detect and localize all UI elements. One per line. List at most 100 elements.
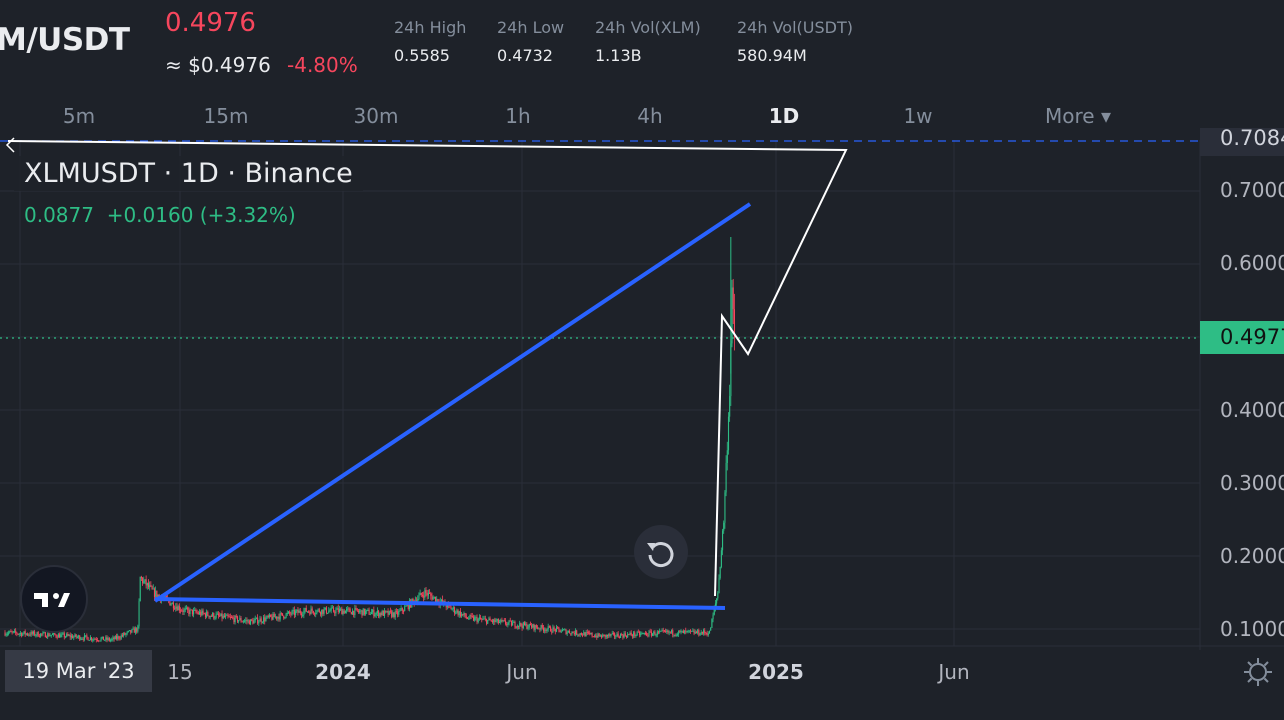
candle [38,633,40,638]
candle [392,610,394,618]
candle-body [655,634,657,636]
candle-body [380,612,382,616]
candle-body [249,619,252,625]
candle-body [347,608,349,610]
candle-body [649,631,651,633]
candle-body [172,602,175,609]
candle [635,634,637,638]
candle-body [584,632,586,637]
candle [688,630,690,633]
candle [567,630,569,633]
candle [336,606,338,610]
candle [120,633,122,640]
candle [726,441,728,471]
candle [198,609,201,615]
candle-body [565,629,567,635]
candle [35,633,37,638]
candle [335,607,337,617]
candle-body [271,616,273,620]
candle [150,581,152,588]
candle [209,615,211,620]
candle-body [197,612,199,614]
candle-body [663,630,666,632]
candle [129,630,131,632]
candle-body [125,633,127,635]
candle-body [223,615,225,618]
candle [342,608,344,616]
candle-body [171,602,173,605]
candle-body [366,609,368,612]
candle-body [304,607,306,611]
candle [508,619,510,626]
candle-body [653,631,655,634]
candle-body [305,607,307,612]
candle [155,586,157,599]
candle [500,618,502,625]
candle-body [27,633,29,635]
timeframe-15m[interactable]: 15m [203,104,249,128]
candle [327,612,329,614]
drawing-path[interactable] [7,140,848,597]
candle [528,623,530,630]
candle [226,613,228,616]
candle-body [514,621,516,628]
candle [582,633,584,638]
timeframe-5m[interactable]: 5m [62,104,96,128]
candle [263,615,265,625]
tradingview-logo[interactable] [20,565,88,633]
pair-title[interactable]: M/USDT [0,22,130,58]
candle [235,614,237,619]
candle [25,633,27,636]
candle-body [41,633,43,635]
candle-body [391,611,393,617]
timeframe-4h[interactable]: 4h [637,104,663,128]
candle [606,634,609,639]
candle-body [557,627,559,629]
candle [686,630,688,634]
candle-body [433,596,435,598]
candle [669,631,671,634]
timeframe-1h[interactable]: 1h [505,104,531,128]
candle [273,612,275,618]
candle [207,610,209,617]
candle-body [248,620,250,625]
candle-body [379,612,381,617]
candle [602,633,604,638]
candle [475,615,477,621]
candle [393,612,395,619]
candle-body [191,609,193,615]
trendline-lower[interactable] [154,597,726,610]
candle-body [142,578,144,583]
candle [502,619,504,623]
candle [369,611,371,616]
candle-body [346,609,348,611]
candle [68,633,70,637]
candle-body [729,396,731,417]
candle [566,630,568,637]
candle [663,629,666,633]
candle [643,632,645,636]
trendline-upper[interactable] [153,202,752,603]
candle-body [495,620,497,622]
candle [225,613,227,620]
candle [341,606,343,615]
candle [580,632,582,636]
timeframe-more[interactable]: More ▾ [1045,104,1111,128]
timeframe-1w[interactable]: 1w [903,104,933,128]
candle-body [244,620,246,622]
candle-body [592,636,594,638]
settings-button[interactable] [1242,656,1274,692]
candle [533,623,535,632]
reset-chart-button[interactable] [634,525,688,579]
candle-body [385,610,387,612]
candle-body [328,610,330,613]
timeframe-30m[interactable]: 30m [353,104,399,128]
timeframe-1d[interactable]: 1D [768,104,800,128]
crosshair-date-label: 19 Mar '23 [5,650,152,692]
candle [249,619,252,626]
candle-body [170,604,172,606]
candle [679,629,681,633]
candle [283,615,285,620]
candle-body [634,632,636,636]
